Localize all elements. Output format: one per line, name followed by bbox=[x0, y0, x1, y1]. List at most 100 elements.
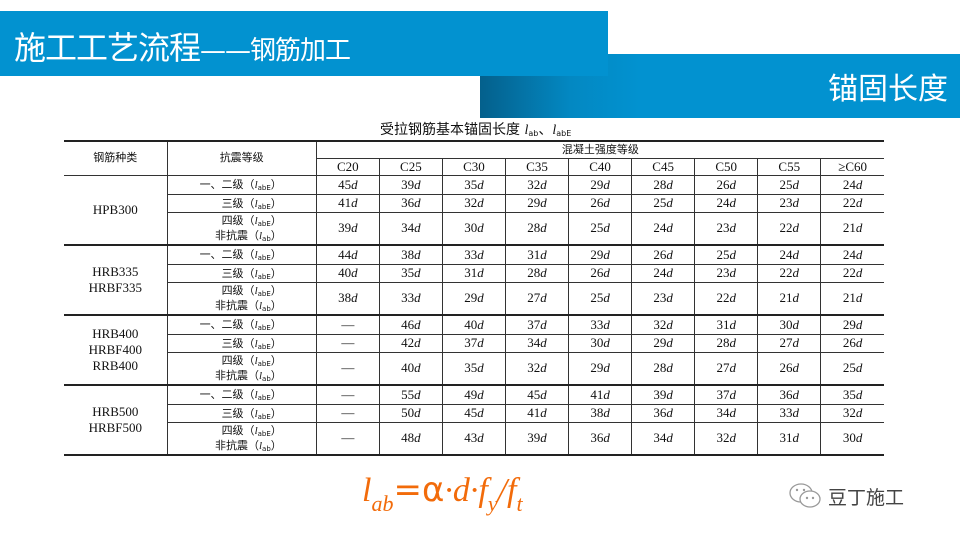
formula-eq: = bbox=[393, 470, 422, 510]
anchorage-value: 50d bbox=[378, 403, 443, 423]
level-symbol: l bbox=[258, 300, 263, 313]
anchorage-value: 21d bbox=[820, 211, 884, 246]
level-symbol: l bbox=[254, 197, 258, 210]
anchorage-value: — bbox=[315, 403, 380, 423]
steel-grade: HPB300 bbox=[64, 174, 168, 246]
table-row: HRB400 HRBF400 RRB400 一、二级（labE） —46d 40d 37d 3… bbox=[64, 314, 884, 386]
level-sub: ab bbox=[262, 375, 271, 384]
seismic-level: 四级（labE） 非抗震（lab） bbox=[167, 281, 317, 316]
steel-grade-name: HRBF500 bbox=[88, 420, 143, 435]
anchorage-value: — bbox=[315, 384, 380, 405]
anchorage-value: 49d bbox=[441, 384, 506, 405]
level-symbol: l bbox=[254, 389, 258, 402]
anchorage-value: 55d bbox=[378, 384, 443, 405]
anchorage-value: 26d bbox=[757, 351, 822, 386]
level-close-paren: ） bbox=[270, 336, 282, 350]
anchorage-value: 38d bbox=[315, 281, 380, 316]
anchorage-value: 27d bbox=[694, 351, 759, 386]
level-close-paren: ） bbox=[270, 388, 282, 402]
wechat-icon bbox=[789, 483, 821, 508]
level-sub: ab bbox=[262, 235, 271, 244]
level-text: 四级（ bbox=[221, 354, 255, 368]
seismic-level-line: 四级（labE） bbox=[168, 283, 282, 298]
seismic-level-line: 一、二级（labE） bbox=[168, 387, 282, 402]
level-text: 三级（ bbox=[221, 196, 255, 210]
anchorage-value: 22d bbox=[757, 263, 822, 283]
table-row: 四级（labE） 非抗震（lab） —48d 43d 39d 36d 34d 32d 31d 30… bbox=[64, 421, 884, 456]
level-symbol: l bbox=[258, 230, 263, 243]
anchorage-value: 39d bbox=[315, 211, 380, 246]
concrete-grade-header: C35 bbox=[504, 157, 570, 176]
anchorage-value: 35d bbox=[820, 384, 884, 405]
level-close-paren: ） bbox=[270, 299, 282, 313]
concrete-grade-header: C55 bbox=[757, 157, 822, 176]
level-close-paren: ） bbox=[270, 406, 282, 420]
seismic-level: 四级（labE） 非抗震（lab） bbox=[167, 421, 317, 456]
level-text: 一、二级（ bbox=[199, 318, 255, 332]
table-row: 三级（labE） 41d 36d 32d 29d 26d 25d 24d 23d 22d bbox=[64, 193, 884, 213]
anchorage-value: 23d bbox=[694, 211, 759, 246]
anchorage-value: 30d bbox=[441, 211, 506, 246]
level-text: 一、二级（ bbox=[199, 388, 255, 402]
anchorage-value: 33d bbox=[757, 403, 822, 423]
level-text: 四级（ bbox=[221, 284, 255, 298]
anchorage-value: — bbox=[315, 333, 380, 353]
level-symbol: l bbox=[254, 425, 258, 438]
seismic-level-line: 四级（labE） bbox=[168, 423, 282, 438]
section-title: 锚固长度 bbox=[828, 72, 948, 107]
anchorage-value: 41d bbox=[504, 403, 570, 423]
level-close-paren: ） bbox=[270, 266, 282, 280]
concrete-grade-header: C45 bbox=[631, 157, 696, 176]
seismic-level: 三级（labE） bbox=[167, 403, 317, 423]
anchorage-value: 39d bbox=[378, 174, 443, 195]
seismic-level-line: 非抗震（lab） bbox=[168, 228, 282, 243]
anchorage-value: 36d bbox=[631, 403, 696, 423]
steel-grade-name: HRBF400 bbox=[88, 342, 143, 357]
level-close-paren: ） bbox=[270, 229, 282, 243]
seismic-level-line: 三级（labE） bbox=[168, 336, 282, 351]
level-close-paren: ） bbox=[270, 284, 282, 298]
seismic-level: 四级（labE） 非抗震（lab） bbox=[167, 351, 317, 386]
level-close-paren: ） bbox=[270, 318, 282, 332]
anchorage-value: 23d bbox=[631, 281, 696, 316]
level-sub: abE bbox=[257, 184, 271, 192]
table-row: HPB300 一、二级（labE） 45d 39d 35d 32d 29d 28d 26d 25d… bbox=[64, 174, 884, 246]
seismic-level: 一、二级（labE） bbox=[166, 384, 317, 405]
watermark-logo: 豆丁施工 bbox=[788, 482, 904, 510]
steel-grade-name: HRBF335 bbox=[88, 280, 143, 295]
anchorage-value: — bbox=[315, 421, 380, 456]
steel-grade-name: HRB400 bbox=[92, 326, 139, 341]
seismic-level: 三级（labE） bbox=[167, 333, 317, 353]
formula-sub: ab bbox=[371, 491, 394, 516]
anchorage-value: 34d bbox=[694, 403, 759, 423]
level-text: 三级（ bbox=[221, 406, 255, 420]
level-symbol: l bbox=[254, 215, 258, 228]
anchorage-value: 26d bbox=[568, 263, 633, 283]
seismic-level-line: 一、二级（labE） bbox=[168, 247, 282, 262]
level-symbol: l bbox=[258, 370, 263, 383]
seismic-level: 三级（labE） bbox=[167, 263, 317, 283]
formula-sub: y bbox=[487, 491, 498, 516]
concrete-grade-header: C30 bbox=[441, 157, 506, 176]
anchorage-value: 29d bbox=[568, 351, 633, 386]
seismic-level-line: 非抗震（lab） bbox=[168, 368, 282, 383]
concrete-grade-header: C25 bbox=[378, 157, 443, 176]
anchorage-value: 38d bbox=[378, 244, 443, 265]
level-close-paren: ） bbox=[270, 178, 282, 191]
formula: lab=α·d·fy/ft bbox=[362, 470, 523, 520]
anchorage-value: 30d bbox=[568, 333, 633, 353]
anchorage-value: 40d bbox=[378, 351, 443, 386]
formula-l: l bbox=[362, 472, 372, 509]
level-symbol: l bbox=[254, 319, 258, 332]
table-row: HRB335 HRBF335 一、二级（labE） 44d 38d 33d 31d 29d 26… bbox=[64, 244, 884, 316]
watermark-text: 豆丁施工 bbox=[828, 486, 905, 509]
anchorage-value: 35d bbox=[441, 351, 506, 386]
level-symbol: l bbox=[254, 355, 258, 368]
anchorage-value: 48d bbox=[378, 421, 443, 456]
anchorage-value: 29d bbox=[631, 333, 696, 353]
seismic-level-line: 一、二级（labE） bbox=[168, 317, 282, 332]
anchorage-value: 38d bbox=[568, 403, 633, 423]
seismic-level-line: 三级（labE） bbox=[168, 266, 282, 281]
anchorage-value: 32d bbox=[631, 314, 696, 335]
level-close-paren: ） bbox=[270, 214, 282, 228]
